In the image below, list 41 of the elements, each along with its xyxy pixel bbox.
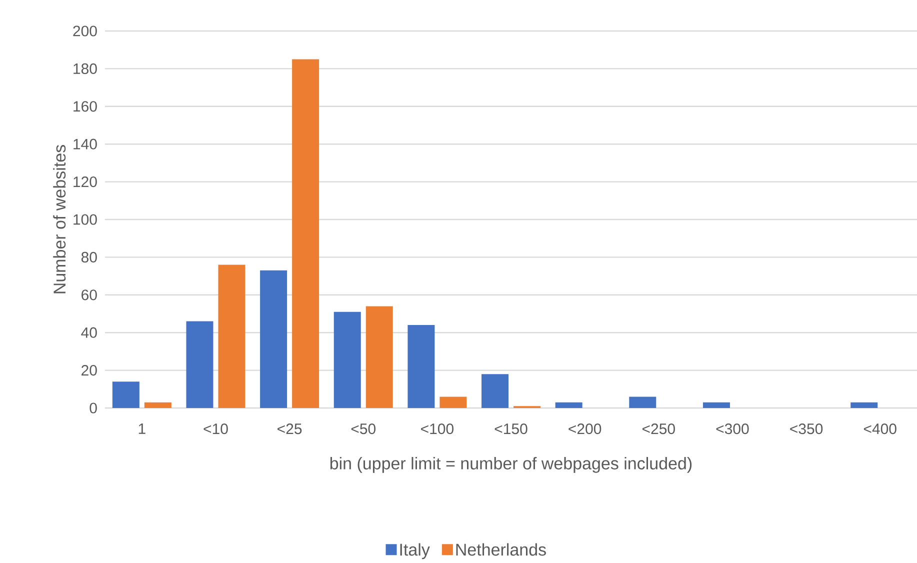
x-tick-label: <400 — [864, 424, 896, 434]
bar — [555, 402, 582, 408]
bar — [440, 396, 467, 408]
x-tick-label: <300 — [716, 424, 749, 434]
bar — [366, 306, 393, 408]
y-axis-title: Number of websites — [53, 145, 66, 294]
y-tick-label: 120 — [74, 176, 97, 188]
y-tick-label: 100 — [74, 214, 97, 225]
x-axis-title: bin (upper limit = number of webpages included) — [330, 456, 692, 473]
bar — [292, 59, 320, 408]
x-tick-label: 1 — [138, 424, 146, 434]
y-tick-label: 160 — [74, 101, 97, 112]
bar — [334, 312, 361, 408]
x-tick-label: <10 — [204, 424, 228, 434]
y-tick-label: 0 — [90, 402, 97, 414]
bar — [218, 264, 246, 408]
x-tick-label: <250 — [642, 424, 675, 434]
y-tick-label: 200 — [73, 26, 97, 36]
bar — [850, 402, 878, 408]
y-tick-label: 40 — [81, 327, 97, 338]
legend-label: Italy — [400, 543, 430, 560]
x-tick-label: <25 — [278, 424, 302, 434]
bar — [186, 321, 214, 408]
x-tick-label: <100 — [421, 424, 454, 434]
bar — [260, 270, 288, 408]
bar — [482, 374, 509, 408]
x-tick-label: <350 — [790, 424, 823, 434]
bar — [629, 396, 656, 408]
y-tick-label: 60 — [82, 290, 97, 300]
y-tick-label: 140 — [74, 138, 97, 150]
y-tick-label: 80 — [81, 252, 97, 263]
y-tick-label: 20 — [82, 364, 97, 376]
x-tick-label: <150 — [494, 424, 528, 434]
bar — [112, 382, 140, 408]
x-tick-label: <200 — [568, 424, 602, 434]
y-tick-label: 180 — [74, 63, 97, 74]
bar — [408, 325, 435, 408]
bar — [702, 402, 730, 408]
legend-label: Netherlands — [456, 543, 546, 556]
bar — [144, 402, 172, 408]
x-tick-label: <50 — [351, 424, 376, 434]
